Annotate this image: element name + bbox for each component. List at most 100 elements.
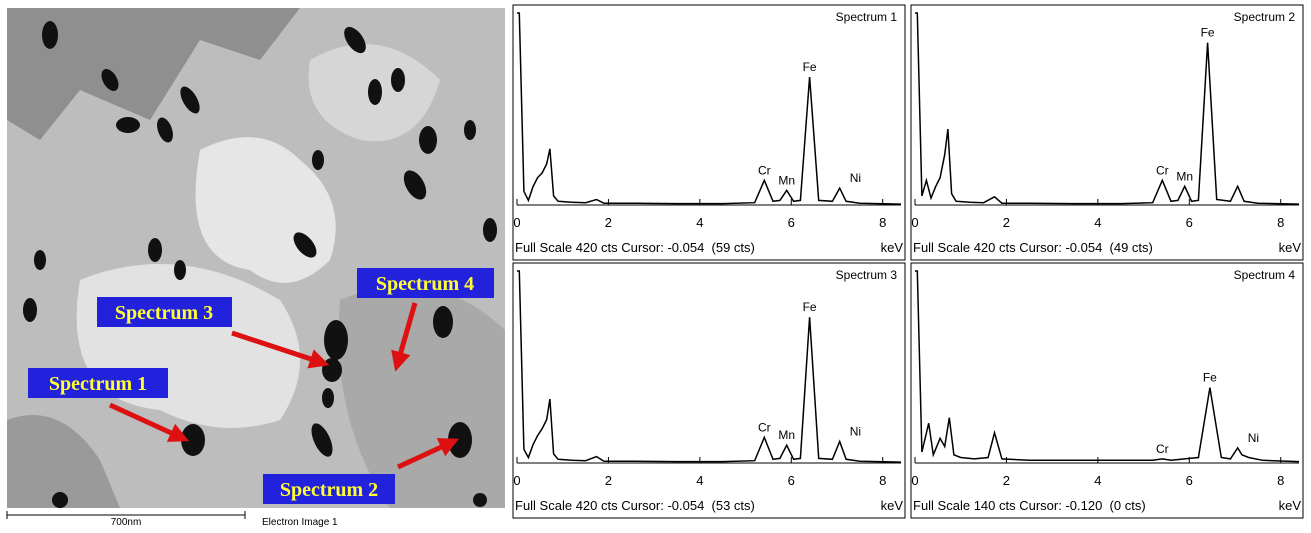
- panel-frame: [910, 4, 1304, 261]
- spectrum-line: [517, 12, 902, 205]
- precipitates: [23, 21, 497, 508]
- x-tick-label: 6: [788, 473, 795, 488]
- x-tick-label: 4: [1094, 215, 1101, 230]
- spectrum-line: [915, 12, 1300, 205]
- peak-label: Mn: [778, 428, 795, 442]
- peak-label: Fe: [1203, 371, 1217, 385]
- x-tick-label: 2: [605, 215, 612, 230]
- panel-frame: [512, 4, 906, 261]
- spectrum-panel: 0 2 4 6 8 Spectrum 2 Full Scale 420 cts Cursor…: [910, 4, 1304, 261]
- label-box: [357, 268, 494, 298]
- spectrum-title: Spectrum 3: [836, 268, 898, 282]
- panel-frame: [512, 262, 906, 519]
- dark-region: [7, 415, 120, 508]
- precipitate: [42, 21, 58, 49]
- precipitate: [368, 79, 382, 105]
- label-box: [28, 368, 168, 398]
- spectrum-panel: 0 2 4 6 8 Spectrum 4 Full Scale 140 cts Cursor…: [910, 262, 1304, 519]
- precipitate: [34, 250, 46, 270]
- precipitate: [473, 493, 487, 507]
- peak-label: Ni: [850, 425, 861, 439]
- peak-label: Cr: [758, 420, 771, 434]
- peak-label: Cr: [758, 163, 771, 177]
- label-boxes: Spectrum 1 Spectrum 2 Spectrum 3 Spectru…: [28, 268, 494, 504]
- spectrum-title: Spectrum 2: [1234, 10, 1296, 24]
- arrow: [231, 330, 330, 369]
- x-tick-label: 8: [879, 215, 886, 230]
- x-tick-label: 0: [911, 473, 918, 488]
- x-tick-label: 0: [911, 215, 918, 230]
- precipitate: [148, 238, 162, 262]
- x-tick-label: 2: [605, 473, 612, 488]
- spectrum-panel: 0 2 4 6 8 Spectrum 1 Full Scale 420 cts Cursor…: [512, 4, 906, 261]
- x-tick-label: 0: [513, 215, 520, 230]
- precipitate: [174, 260, 186, 280]
- footer: Full Scale 420 cts Cursor: -0.054 (53 ct…: [515, 498, 755, 513]
- x-tick-label: 4: [696, 215, 703, 230]
- peak-label: Cr: [1156, 163, 1169, 177]
- x-axis-label: keV: [1279, 498, 1302, 513]
- precipitate: [23, 298, 37, 322]
- peak-label: Cr: [1156, 442, 1169, 456]
- precipitate: [448, 422, 472, 458]
- precipitate: [403, 170, 427, 200]
- peak-label: Fe: [1201, 26, 1215, 40]
- image-caption: Electron Image 1: [262, 517, 338, 528]
- precipitate: [157, 117, 173, 143]
- x-tick-label: 4: [1094, 473, 1101, 488]
- precipitate: [483, 218, 497, 242]
- spectrum-title: Spectrum 1: [836, 10, 898, 24]
- micrograph: Spectrum 1 Spectrum 2 Spectrum 3 Spectru…: [6, 8, 505, 528]
- precipitate: [419, 126, 437, 154]
- label-box: [263, 474, 395, 504]
- precipitate: [344, 26, 366, 54]
- spectrum-label: Spectrum 4: [376, 273, 474, 295]
- footer: Full Scale 420 cts Cursor: -0.054 (49 ct…: [913, 240, 1153, 255]
- x-axis-label: keV: [881, 498, 904, 513]
- peak-label: Ni: [1248, 431, 1259, 445]
- spectrum-label: Spectrum 1: [49, 373, 147, 395]
- x-tick-label: 6: [1186, 215, 1193, 230]
- precipitate: [322, 358, 342, 382]
- precipitate: [322, 388, 334, 408]
- arrows: [108, 302, 460, 470]
- precipitate: [311, 423, 333, 457]
- x-tick-label: 6: [788, 215, 795, 230]
- precipitate: [101, 69, 119, 91]
- precipitate: [52, 492, 68, 508]
- spectrum-label: Spectrum 3: [115, 302, 213, 324]
- x-tick-label: 4: [696, 473, 703, 488]
- panel-frame: [910, 262, 1304, 519]
- precipitate: [181, 424, 205, 456]
- label-box: [97, 297, 232, 327]
- footer: Full Scale 420 cts Cursor: -0.054 (59 ct…: [515, 240, 755, 255]
- x-tick-label: 8: [879, 473, 886, 488]
- x-axis-label: keV: [1279, 240, 1302, 255]
- spectrum-line: [517, 270, 902, 463]
- spectrum-line: [915, 270, 1300, 463]
- precipitate: [433, 306, 453, 338]
- x-tick-label: 6: [1186, 473, 1193, 488]
- x-tick-label: 8: [1277, 473, 1284, 488]
- precipitate: [324, 320, 348, 360]
- x-tick-label: 8: [1277, 215, 1284, 230]
- arrow: [396, 438, 460, 470]
- spectrum-panel: 0 2 4 6 8 Spectrum 3 Full Scale 420 cts Cursor…: [512, 262, 906, 519]
- precipitate: [180, 86, 200, 114]
- x-tick-label: 2: [1003, 215, 1010, 230]
- peak-label: Ni: [850, 171, 861, 185]
- precipitate: [464, 120, 476, 140]
- x-tick-label: 0: [513, 473, 520, 488]
- peak-label: Fe: [803, 60, 817, 74]
- spectrum-label: Spectrum 2: [280, 479, 378, 501]
- x-axis-label: keV: [881, 240, 904, 255]
- peak-label: Fe: [803, 300, 817, 314]
- arrow: [108, 402, 190, 442]
- footer: Full Scale 140 cts Cursor: -0.120 (0 cts…: [913, 498, 1146, 513]
- dark-region: [7, 8, 300, 140]
- scale-bar-label: 700nm: [111, 517, 142, 528]
- spectrum-title: Spectrum 4: [1234, 268, 1296, 282]
- precipitate: [312, 150, 324, 170]
